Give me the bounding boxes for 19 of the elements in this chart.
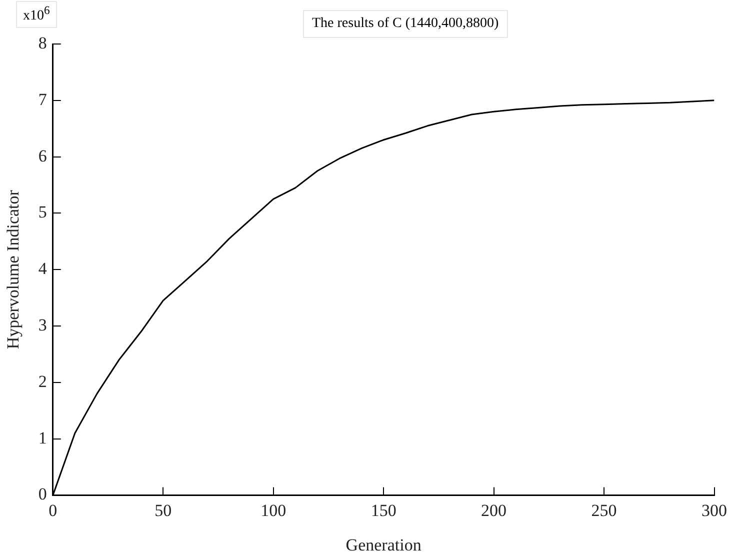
chart-title: The results of C (1440,400,8800) bbox=[303, 10, 508, 38]
y-axis-title: Hypervolume Indicator bbox=[4, 190, 23, 350]
x-tick-label: 300 bbox=[702, 500, 727, 520]
y-tick-label: 1 bbox=[38, 428, 47, 448]
text: x10$^{6}$ bbox=[16, 1, 57, 28]
y-tick-label: 8 bbox=[38, 33, 47, 52]
y-tick-label: 5 bbox=[38, 202, 47, 222]
x-tick-label: 100 bbox=[260, 500, 286, 520]
x-tick-label: 250 bbox=[591, 500, 617, 520]
y-tick-label: 6 bbox=[38, 146, 47, 166]
x-tick-label: 200 bbox=[481, 500, 507, 520]
x-tick-label: 150 bbox=[370, 500, 396, 520]
y-tick-label: 4 bbox=[38, 259, 48, 278]
y-tick-label: 2 bbox=[38, 372, 47, 391]
y-tick-label: 7 bbox=[38, 90, 48, 109]
x-axis-title: Generation bbox=[346, 535, 422, 554]
y-tick-label: 3 bbox=[38, 315, 47, 334]
x-tick-label: 50 bbox=[154, 500, 172, 520]
y-tick-label: 0 bbox=[38, 484, 47, 504]
